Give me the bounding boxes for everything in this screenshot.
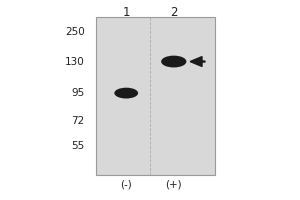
Text: (-): (-)	[120, 180, 132, 190]
Text: 250: 250	[65, 27, 85, 37]
FancyArrow shape	[190, 57, 205, 66]
Text: 55: 55	[71, 141, 85, 151]
Ellipse shape	[114, 88, 138, 99]
Text: 2: 2	[170, 6, 178, 19]
Text: 95: 95	[71, 88, 85, 98]
Text: 72: 72	[71, 116, 85, 126]
Bar	[97, 17, 215, 175]
Ellipse shape	[161, 56, 186, 67]
Text: (+): (+)	[166, 180, 182, 190]
Text: 130: 130	[65, 57, 85, 67]
Text: 1: 1	[122, 6, 130, 19]
